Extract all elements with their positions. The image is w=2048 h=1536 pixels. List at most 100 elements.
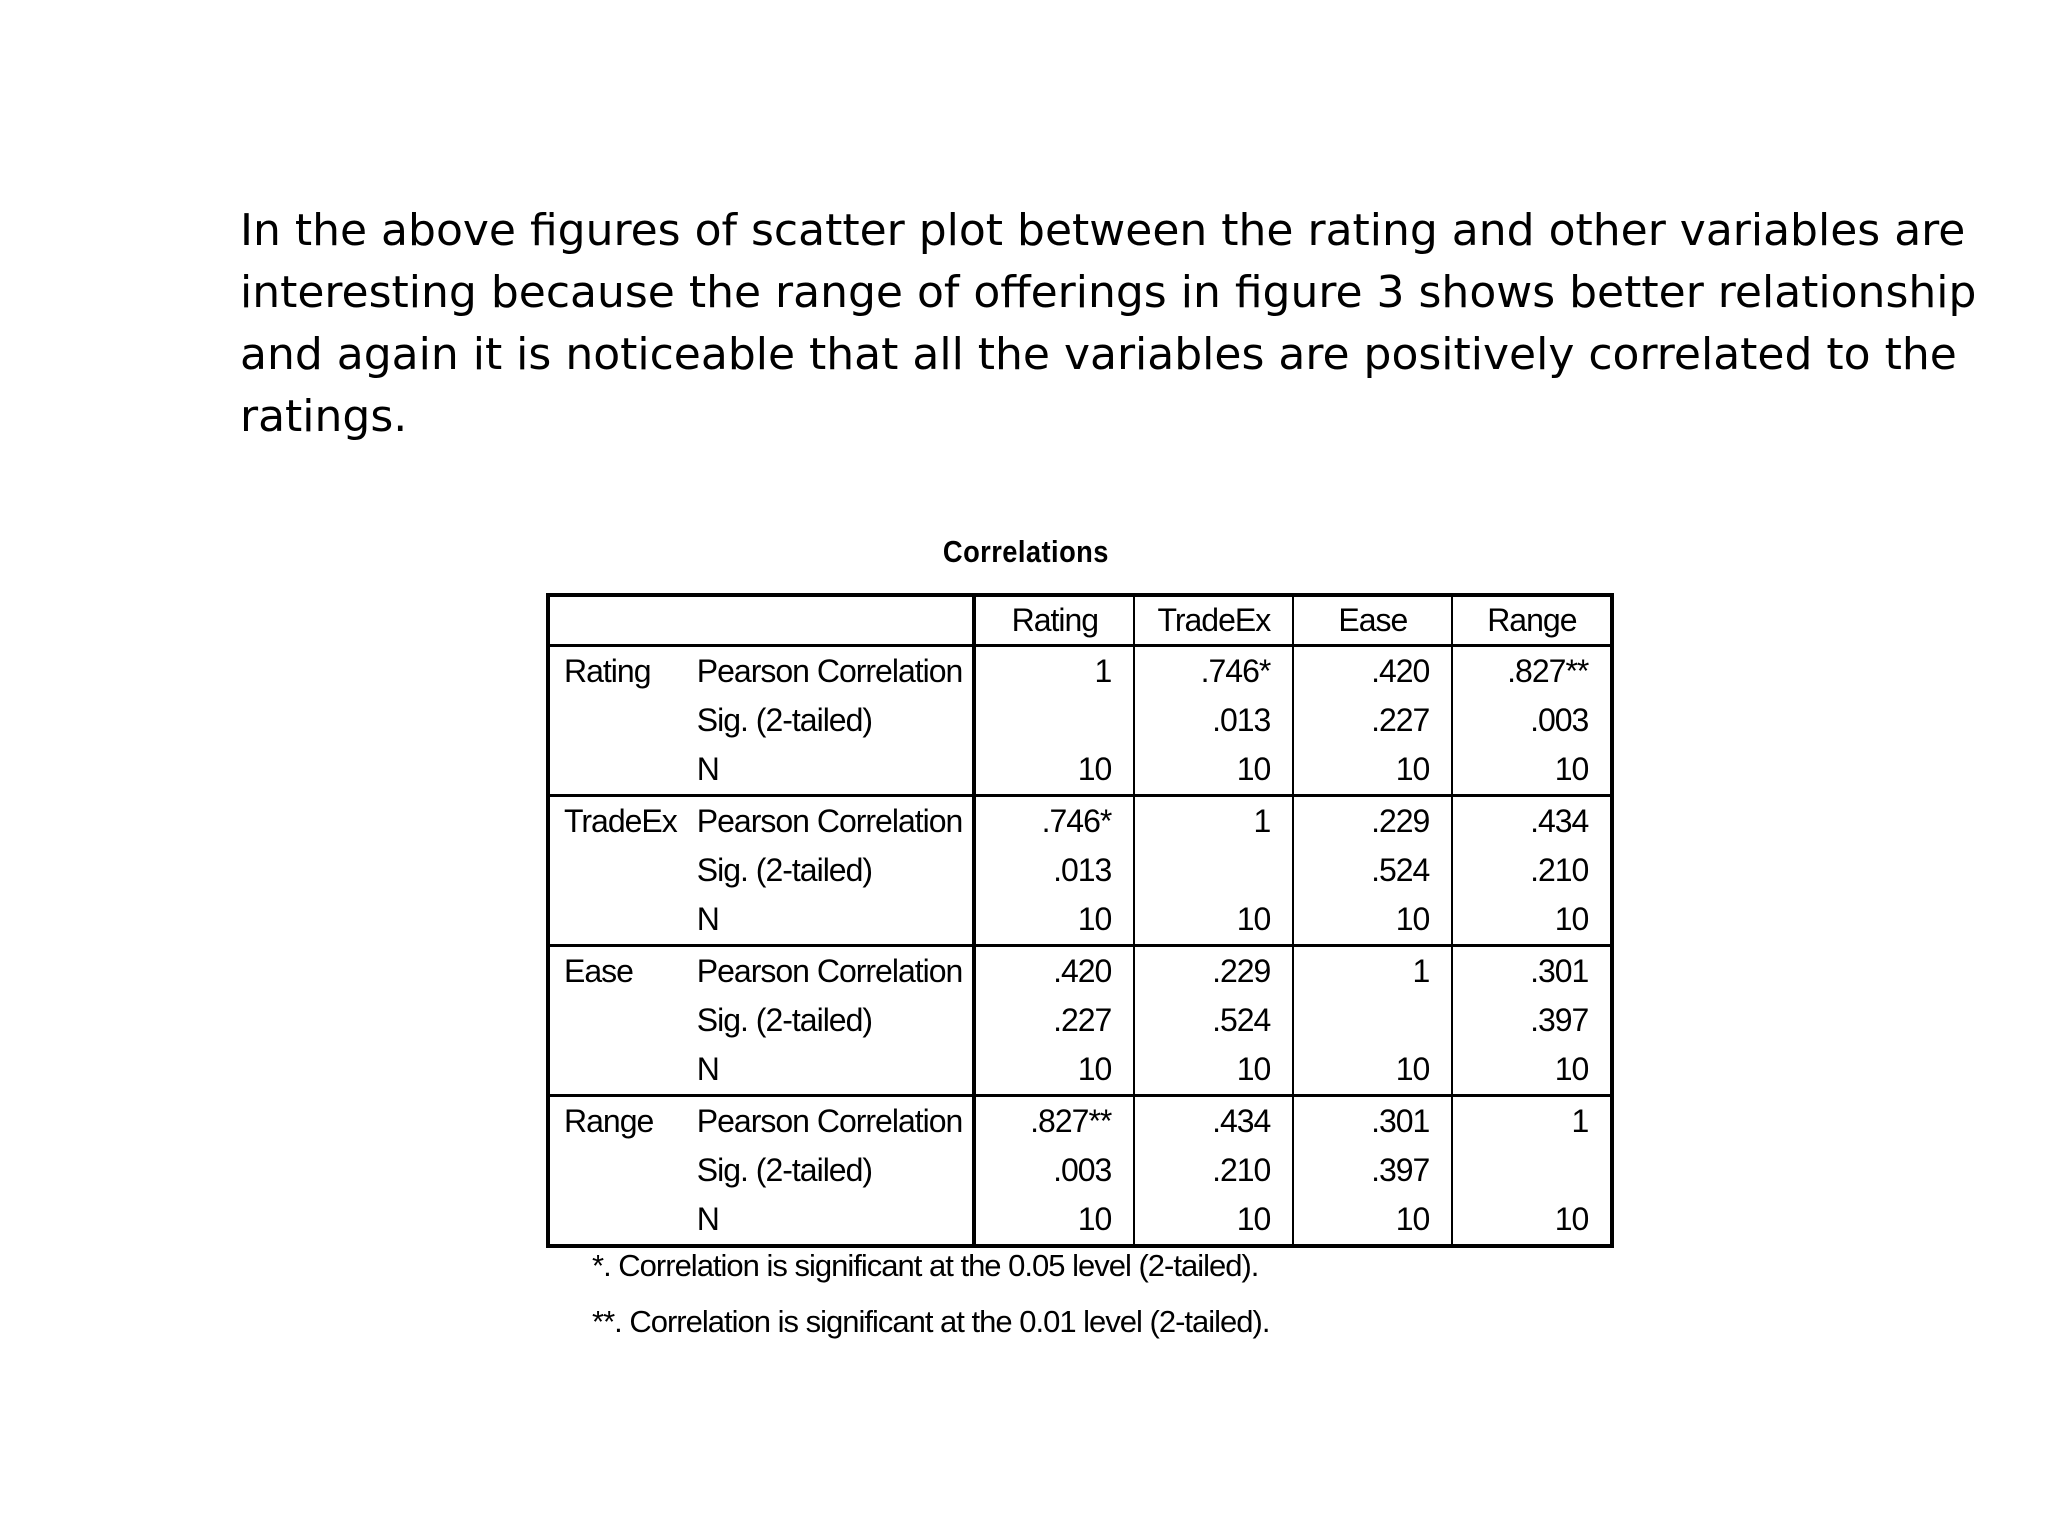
row-variable-label: Rating <box>564 653 651 689</box>
table-cell: .013 <box>1133 696 1294 745</box>
correlations-table: Rating TradeEx Ease Range Rating Pearson … <box>546 593 1615 1248</box>
table-cell: .301 <box>1451 945 1613 996</box>
table-cell: .397 <box>1292 1146 1453 1195</box>
table-cell: .746* <box>972 795 1135 846</box>
table-cell: .210 <box>1133 1146 1294 1195</box>
table-cell: 10 <box>1133 745 1294 797</box>
row-statistic-label: N <box>686 895 975 947</box>
table-row: Sig. (2-tailed) .227.524 .397 <box>548 996 1613 1045</box>
table-cell: 10 <box>1133 1045 1294 1097</box>
table-cell: .827** <box>972 1095 1135 1146</box>
paragraph-line: interesting because the range of offerin… <box>240 267 1977 318</box>
row-statistic-label: Pearson Correlation <box>696 1103 964 1139</box>
table-cell: .434 <box>1133 1095 1294 1146</box>
row-statistic-label: Sig. (2-tailed) <box>696 1002 873 1038</box>
table-body: Rating Pearson Correlation 1.746* .420.827*… <box>548 645 1613 1246</box>
table-cell: .746* <box>1133 645 1294 696</box>
row-statistic-label: Pearson Correlation <box>696 803 964 839</box>
table-cell <box>1292 996 1453 1045</box>
row-variable-label <box>548 846 687 895</box>
table-row: Range Pearson Correlation .827** .434.301 1 <box>548 1095 1613 1146</box>
table-cell: 10 <box>1292 1195 1453 1246</box>
row-variable-label <box>548 1045 687 1097</box>
table-row: N 10 10 10 10 <box>548 745 1613 797</box>
table-cell <box>972 696 1135 745</box>
table-cell <box>1451 1146 1613 1195</box>
table-row: Rating Pearson Correlation 1.746* .420.827*… <box>548 645 1613 696</box>
paragraph-line: In the above figures of scatter plot bet… <box>240 205 1966 256</box>
table-cell: 10 <box>972 1195 1135 1246</box>
table-cell: .301 <box>1292 1095 1453 1146</box>
table-cell: .210 <box>1451 846 1613 895</box>
table-row: N 10 10 10 10 <box>548 895 1613 947</box>
row-variable-label <box>548 696 687 745</box>
table-cell: .227 <box>1292 696 1453 745</box>
column-header-tradeex: TradeEx <box>1133 595 1294 647</box>
footnote: *. Correlation is significant at the 0.0… <box>592 1248 1259 1283</box>
table-cell: 10 <box>972 895 1135 947</box>
row-variable-label <box>548 745 687 797</box>
table-cell: .013 <box>972 846 1135 895</box>
table-cell: .397 <box>1451 996 1613 1045</box>
row-statistic-label: Sig. (2-tailed) <box>696 702 873 738</box>
body-paragraph: In the above figures of scatter plot bet… <box>240 200 1977 448</box>
row-variable-label: Ease <box>564 953 634 989</box>
table-cell: .420 <box>972 945 1135 996</box>
row-variable-label <box>548 1146 687 1195</box>
table-header-row: Rating TradeEx Ease Range <box>548 595 1613 647</box>
column-header-ease: Ease <box>1292 595 1453 647</box>
table-cell: 1 <box>1133 795 1294 846</box>
row-statistic-label: Sig. (2-tailed) <box>696 1152 873 1188</box>
table-cell: 10 <box>1292 1045 1453 1097</box>
table-cell: 10 <box>972 1045 1135 1097</box>
table-row: Sig. (2-tailed) .013.227.003 <box>548 696 1613 745</box>
table-cell: 10 <box>1292 745 1453 797</box>
table-cell: 10 <box>1133 1195 1294 1246</box>
table-cell: .003 <box>1451 696 1613 745</box>
row-statistic-label: Pearson Correlation <box>696 953 964 989</box>
footnote: **. Correlation is significant at the 0.… <box>592 1304 1270 1339</box>
table-row: N 10 10 10 10 <box>548 1195 1613 1246</box>
table-row: N 10 10 10 10 <box>548 1045 1613 1097</box>
row-statistic-label: N <box>686 745 975 797</box>
table-row: TradeEx Pearson Correlation .746* 1.229.434 <box>548 795 1613 846</box>
table-row: Sig. (2-tailed) .003.210.397 <box>548 1146 1613 1195</box>
table-cell: 10 <box>1292 895 1453 947</box>
table-cell: .524 <box>1292 846 1453 895</box>
table-cell: 10 <box>1451 745 1613 797</box>
row-variable-label: Range <box>564 1103 654 1139</box>
table-cell: 1 <box>972 645 1135 696</box>
row-variable-label <box>548 996 687 1045</box>
table-cell: 10 <box>1451 895 1613 947</box>
table-footnotes: *. Correlation is significant at the 0.0… <box>592 1238 1270 1350</box>
table-cell: 10 <box>1451 1045 1613 1097</box>
column-header-rating: Rating <box>972 595 1135 647</box>
paragraph-line: ratings. <box>240 391 408 442</box>
row-statistic-label: Sig. (2-tailed) <box>696 852 873 888</box>
header-corner-cell <box>548 595 975 647</box>
table-cell: 10 <box>1133 895 1294 947</box>
table-cell: .420 <box>1292 645 1453 696</box>
table-cell: .524 <box>1133 996 1294 1045</box>
table-cell: .827** <box>1451 645 1613 696</box>
column-header-range: Range <box>1451 595 1613 647</box>
table-cell: .229 <box>1292 795 1453 846</box>
table-cell: 1 <box>1451 1095 1613 1146</box>
table-row: Ease Pearson Correlation .420.229 1.301 <box>548 945 1613 996</box>
table-cell: .229 <box>1133 945 1294 996</box>
table-cell: .434 <box>1451 795 1613 846</box>
table-cell: 1 <box>1292 945 1453 996</box>
row-variable-label <box>548 895 687 947</box>
table-cell: 10 <box>972 745 1135 797</box>
table-cell: .003 <box>972 1146 1135 1195</box>
table-cell: .227 <box>972 996 1135 1045</box>
row-statistic-label: N <box>696 1201 720 1237</box>
table-row: Sig. (2-tailed) .013 .524.210 <box>548 846 1613 895</box>
paragraph-line: and again it is noticeable that all the … <box>240 329 1957 380</box>
row-statistic-label: Pearson Correlation <box>696 653 964 689</box>
table-cell <box>1133 846 1294 895</box>
row-statistic-label: N <box>686 1045 975 1097</box>
row-variable-label: TradeEx <box>564 803 678 839</box>
table-title: Correlations <box>942 534 1109 569</box>
table-cell: 10 <box>1451 1195 1613 1246</box>
